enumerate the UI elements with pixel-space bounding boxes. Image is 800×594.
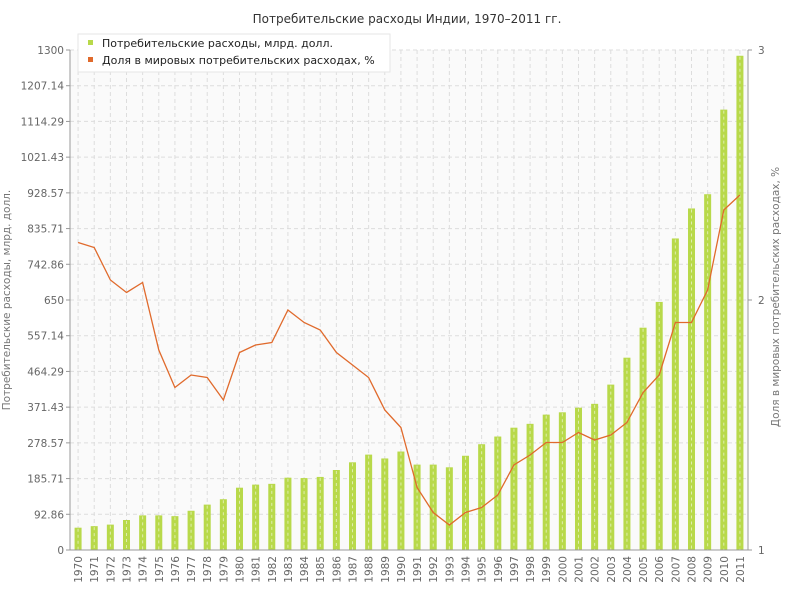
y-tick-label: 742.86: [27, 259, 64, 271]
x-tick-label: 1978: [202, 556, 214, 583]
bar: [74, 527, 82, 550]
y-tick-label: 1021.43: [21, 152, 64, 164]
x-tick-label: 1977: [186, 556, 198, 583]
x-tick-label: 1972: [105, 556, 117, 583]
legend[interactable]: Потребительские расходы, млрд. долл. Дол…: [77, 33, 391, 73]
x-tick-label: 1993: [444, 556, 456, 583]
x-tick-label: 2003: [606, 556, 618, 583]
bar: [720, 109, 728, 550]
y-axis-title: Потребительские расходы, млрд. долл.: [1, 190, 13, 411]
x-tick-label: 1975: [154, 556, 166, 583]
x-tick-label: 1980: [235, 556, 247, 583]
x-tick-label: 1986: [331, 556, 343, 583]
y-tick-label: 464.29: [27, 366, 64, 378]
y-tick-label: 1114.29: [21, 116, 64, 128]
bar: [365, 454, 373, 550]
bar: [671, 238, 679, 550]
x-tick-label: 1981: [251, 556, 263, 583]
x-tick-label: 2000: [557, 556, 569, 583]
y2-axis-title: Доля в мировых потребительских расходах,…: [770, 167, 782, 427]
x-tick-label: 2002: [590, 556, 602, 583]
x-tick-label: 1970: [73, 556, 85, 583]
legend-swatch-share: [88, 57, 93, 62]
share-line: [77, 194, 741, 526]
y2-tick-label: 1: [758, 545, 765, 557]
x-tick-label: 2010: [719, 556, 731, 583]
x-tick-label: 1971: [89, 556, 101, 583]
x-tick-label: 1988: [364, 556, 376, 583]
x-tick-label: 1989: [380, 556, 392, 583]
axes: [66, 49, 752, 551]
bar: [623, 357, 631, 550]
bars: [74, 55, 744, 551]
x-tick-label: 1984: [299, 556, 311, 583]
x-tick-label: 2011: [735, 556, 747, 583]
y-tick-label: 557.14: [27, 331, 64, 343]
chart-title: Потребительские расходы Индии, 1970–2011…: [253, 12, 562, 26]
bar: [284, 477, 292, 550]
legend-swatch-spending: [88, 40, 93, 45]
x-tick-label: 1987: [348, 556, 360, 583]
x-tick-label: 1997: [509, 556, 521, 583]
x-tick-label: 1974: [138, 556, 150, 583]
bar: [171, 516, 179, 550]
x-tick-label: 1995: [477, 556, 489, 583]
y-tick-label: 371.43: [27, 402, 64, 414]
bar: [607, 384, 615, 550]
x-tick-label: 1992: [428, 556, 440, 583]
legend-label-spending: Потребительские расходы, млрд. долл.: [102, 37, 333, 50]
legend-box: [77, 33, 391, 73]
x-tick-label: 1979: [218, 556, 230, 583]
x-tick-label: 1994: [461, 556, 473, 583]
x-tick-label: 1996: [493, 556, 505, 583]
x-tick-label: 2004: [622, 556, 634, 583]
x-tick-label: 2009: [703, 556, 715, 583]
bar: [139, 515, 147, 550]
x-tick-label: 1982: [267, 556, 279, 583]
x-tick-label: 1983: [283, 556, 295, 583]
bar: [155, 515, 163, 550]
bar: [90, 526, 98, 550]
bar: [478, 444, 486, 550]
share-line-path: [77, 194, 741, 526]
x-tick-label: 1973: [122, 556, 134, 583]
y-tick-label: 278.57: [27, 438, 64, 450]
y-tick-label: 185.71: [27, 474, 64, 486]
x-tick-label: 2001: [574, 556, 586, 583]
x-tick-label: 1990: [396, 556, 408, 583]
y2-tick-label: 3: [758, 45, 765, 57]
x-tick-label: 2008: [687, 556, 699, 583]
bar: [203, 504, 211, 550]
y-tick-label: 1207.14: [21, 81, 65, 93]
x-tick-label: 1999: [541, 556, 553, 583]
bar: [106, 524, 114, 550]
bar: [445, 467, 453, 550]
y-tick-label: 835.71: [27, 224, 64, 236]
y-tick-label: 928.57: [27, 188, 64, 200]
bar: [300, 478, 308, 550]
x-tick-label: 2005: [638, 556, 650, 583]
x-tick-label: 1998: [525, 556, 537, 583]
bar: [575, 407, 582, 550]
bar: [413, 464, 421, 550]
tick-labels: 0 92.86 185.71 278.57 371.43 464.29 557.14 650 7…: [21, 45, 765, 583]
y-tick-label: 92.86: [34, 509, 64, 521]
x-tick-label: 1985: [315, 556, 327, 583]
bar: [316, 476, 324, 550]
bar: [429, 464, 437, 550]
y-tick-label: 0: [57, 545, 64, 557]
x-tick-label: 2006: [654, 556, 666, 583]
legend-label-share: Доля в мировых потребительских расходах,…: [102, 54, 375, 67]
x-tick-label: 1976: [170, 556, 182, 583]
y-tick-label: 650: [44, 295, 64, 307]
y2-tick-label: 2: [758, 295, 765, 307]
x-tick-label: 2007: [670, 556, 682, 583]
y-tick-label: 1300: [37, 45, 64, 57]
x-tick-label: 1991: [412, 556, 424, 583]
bar: [655, 301, 663, 550]
bar: [462, 455, 469, 550]
